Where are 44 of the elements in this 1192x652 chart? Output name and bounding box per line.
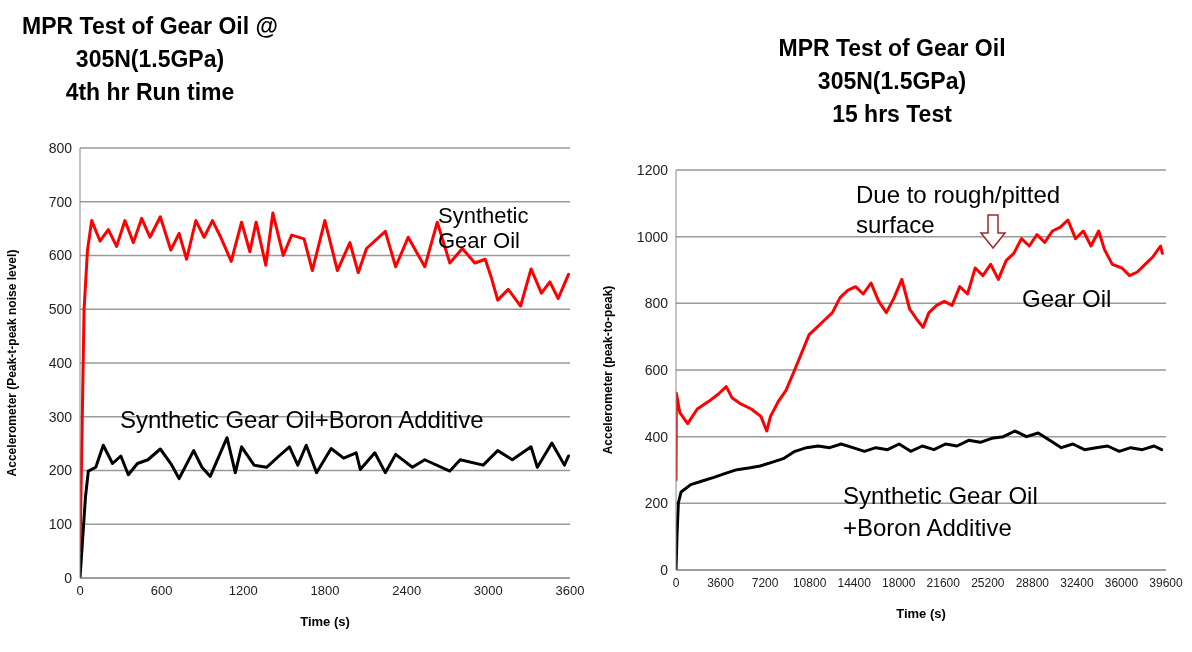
y-tick-label: 400: [644, 428, 669, 445]
x-tick-label: 3600: [555, 583, 585, 599]
y-tick-label: 0: [660, 561, 669, 578]
x-axis-title: Time (s): [896, 606, 946, 621]
y-axis-title: Accelerometer (peak-to-peak): [601, 285, 616, 455]
y-tick-label: 200: [48, 462, 73, 479]
x-tick-label: 21600: [926, 575, 961, 590]
y-tick-label: 600: [644, 361, 669, 378]
y-tick-label: 1000: [636, 228, 669, 245]
x-tick-label: 3600: [707, 575, 735, 590]
x-tick-label: 36000: [1104, 575, 1139, 590]
x-tick-label: 1800: [310, 583, 340, 599]
x-tick-label: 3000: [473, 583, 503, 599]
x-tick-label: 25200: [971, 575, 1005, 590]
y-axis-title: Accelerometer (Peak-t-peak noise level): [5, 249, 20, 477]
x-tick-label: 32400: [1060, 575, 1094, 590]
chart-title: MPR Test of Gear Oil @ 305N(1.5GPa) 4th hr Run time: [21, 12, 279, 107]
chart-title: MPR Test of Gear Oil 305N(1.5GPa) 15 hrs Test: [777, 34, 1007, 129]
x-tick-label: 39600: [1149, 575, 1184, 590]
y-tick-label: 400: [48, 354, 73, 371]
series-label: Synthetic Gear Oil+Boron Additive: [120, 405, 485, 435]
y-tick-label: 200: [644, 495, 669, 512]
y-tick-label: 1200: [636, 161, 669, 178]
y-tick-label: 700: [48, 193, 73, 210]
annotation: Due to rough/pitted surface: [856, 180, 1062, 240]
y-tick-label: 500: [48, 301, 73, 318]
y-tick-label: 800: [48, 139, 73, 156]
x-tick-label: 10800: [792, 575, 827, 590]
x-tick-label: 7200: [751, 575, 779, 590]
x-tick-label: 0: [76, 583, 84, 599]
series-label: Synthetic Gear Oil +Boron Additive: [843, 481, 1039, 543]
x-axis-title: Time (s): [300, 614, 350, 629]
y-tick-label: 800: [644, 295, 669, 312]
x-tick-label: 1200: [228, 583, 258, 599]
x-tick-label: 600: [150, 583, 173, 599]
x-tick-label: 0: [672, 575, 680, 590]
y-tick-label: 300: [48, 408, 73, 425]
x-tick-label: 28800: [1015, 575, 1050, 590]
x-tick-label: 2400: [392, 583, 422, 599]
x-tick-label: 18000: [882, 575, 916, 590]
x-tick-label: 14400: [837, 575, 872, 590]
y-tick-label: 100: [48, 516, 73, 533]
y-tick-label: 600: [48, 247, 73, 264]
series-label: Gear Oil: [1022, 284, 1113, 314]
